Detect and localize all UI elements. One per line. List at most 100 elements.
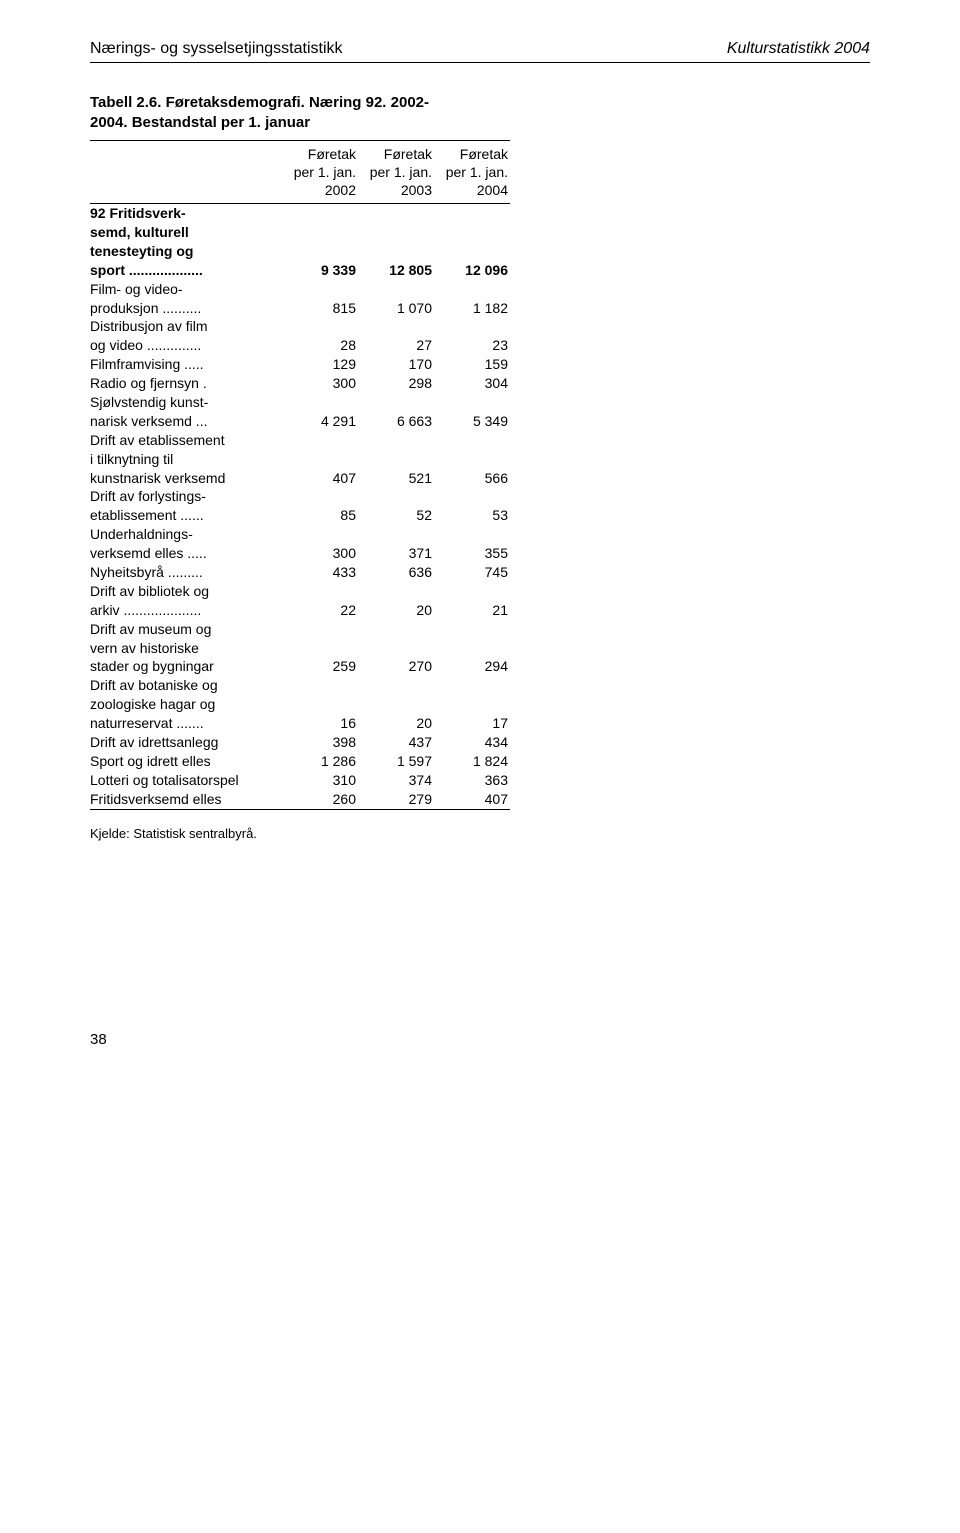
row-val-1: 815 <box>280 280 356 318</box>
row-stub: Sport og idrett elles <box>90 752 280 771</box>
row-val-2: 636 <box>356 563 432 582</box>
row-val-3: 566 <box>432 431 508 488</box>
row-val-3: 363 <box>432 771 508 790</box>
table-title-line: 2004. Bestandstal per 1. januar <box>90 114 310 131</box>
column-header: Føretak per 1. jan. 2002 Føretak per 1. … <box>90 141 510 204</box>
row-val-2: 27 <box>356 317 432 355</box>
row-val-2: 1 597 <box>356 752 432 771</box>
table-title-line: Tabell 2.6. Føretaksdemografi. Næring 92… <box>90 94 429 111</box>
row-val-1: 398 <box>280 733 356 752</box>
row-stub: Fritidsverksemd elles <box>90 790 280 809</box>
col-header-1: Føretak per 1. jan. 2002 <box>280 145 356 200</box>
row-val-2: 279 <box>356 790 432 809</box>
row-val-3: 5 349 <box>432 393 508 431</box>
row-val-3: 294 <box>432 620 508 677</box>
row-stub: Nyheitsbyrå ......... <box>90 563 280 582</box>
row-val-1: 16 <box>280 676 356 733</box>
header-left: Nærings- og sysselsetjingsstatistikk <box>90 40 343 58</box>
row-val-3: 53 <box>432 487 508 525</box>
running-header: Nærings- og sysselsetjingsstatistikk Kul… <box>90 40 870 58</box>
section-head-stub: 92 Fritidsverk- semd, kulturell tenestey… <box>90 204 280 280</box>
row-stub: Sjølvstendig kunst-narisk verksemd ... <box>90 393 280 431</box>
table-row: Nyheitsbyrå .........433636745 <box>90 563 510 582</box>
row-val-1: 1 286 <box>280 752 356 771</box>
row-stub: Radio og fjernsyn . <box>90 374 280 393</box>
table-row: Drift av forlystings-etablissement .....… <box>90 487 510 525</box>
row-val-2: 374 <box>356 771 432 790</box>
row-val-3: 1 182 <box>432 280 508 318</box>
row-stub: Drift av forlystings-etablissement .....… <box>90 487 280 525</box>
table-row: Drift av botaniske ogzoologiske hagar og… <box>90 676 510 733</box>
row-val-3: 434 <box>432 733 508 752</box>
section-val-3: 12 096 <box>432 204 508 280</box>
row-val-2: 298 <box>356 374 432 393</box>
row-val-3: 159 <box>432 355 508 374</box>
table-row: Underhaldnings-verksemd elles .....30037… <box>90 525 510 563</box>
table-row: Radio og fjernsyn .300298304 <box>90 374 510 393</box>
row-val-1: 85 <box>280 487 356 525</box>
row-val-3: 21 <box>432 582 508 620</box>
row-val-1: 433 <box>280 563 356 582</box>
page-number: 38 <box>90 1031 870 1048</box>
table-row: Drift av museum ogvern av historiskestad… <box>90 620 510 677</box>
row-stub: Drift av bibliotek ogarkiv .............… <box>90 582 280 620</box>
row-val-2: 270 <box>356 620 432 677</box>
row-val-3: 745 <box>432 563 508 582</box>
row-val-2: 6 663 <box>356 393 432 431</box>
section-val-2: 12 805 <box>356 204 432 280</box>
row-val-1: 4 291 <box>280 393 356 431</box>
row-val-2: 20 <box>356 676 432 733</box>
table: Tabell 2.6. Føretaksdemografi. Næring 92… <box>90 93 510 841</box>
header-rule <box>90 62 870 63</box>
table-row: Sjølvstendig kunst-narisk verksemd ...4 … <box>90 393 510 431</box>
row-stub: Underhaldnings-verksemd elles ..... <box>90 525 280 563</box>
row-val-2: 371 <box>356 525 432 563</box>
row-val-2: 437 <box>356 733 432 752</box>
row-val-1: 310 <box>280 771 356 790</box>
col-header-3: Føretak per 1. jan. 2004 <box>432 145 508 200</box>
row-val-1: 260 <box>280 790 356 809</box>
table-row: Fritidsverksemd elles260279407 <box>90 790 510 809</box>
row-val-1: 28 <box>280 317 356 355</box>
row-stub: Drift av idrettsanlegg <box>90 733 280 752</box>
table-rule-bottom <box>90 809 510 810</box>
row-stub: Drift av museum ogvern av historiskestad… <box>90 620 280 677</box>
stub-header <box>90 145 280 200</box>
row-val-1: 22 <box>280 582 356 620</box>
row-val-2: 521 <box>356 431 432 488</box>
row-val-1: 259 <box>280 620 356 677</box>
page: Nærings- og sysselsetjingsstatistikk Kul… <box>0 0 960 1088</box>
row-stub: Film- og video-produksjon .......... <box>90 280 280 318</box>
row-val-3: 1 824 <box>432 752 508 771</box>
row-val-1: 300 <box>280 525 356 563</box>
row-val-3: 23 <box>432 317 508 355</box>
table-row: Drift av idrettsanlegg398437434 <box>90 733 510 752</box>
header-right: Kulturstatistikk 2004 <box>727 40 870 58</box>
table-row: Drift av etablissementi tilknytning tilk… <box>90 431 510 488</box>
row-val-3: 355 <box>432 525 508 563</box>
row-val-3: 407 <box>432 790 508 809</box>
table-row: Filmframvising .....129170159 <box>90 355 510 374</box>
data-rows: Film- og video-produksjon ..........8151… <box>90 280 510 809</box>
table-title: Tabell 2.6. Føretaksdemografi. Næring 92… <box>90 93 510 134</box>
row-val-1: 300 <box>280 374 356 393</box>
table-source: Kjelde: Statistisk sentralbyrå. <box>90 826 510 841</box>
row-val-2: 1 070 <box>356 280 432 318</box>
row-val-3: 304 <box>432 374 508 393</box>
section-val-1: 9 339 <box>280 204 356 280</box>
section-head-row: 92 Fritidsverk- semd, kulturell tenestey… <box>90 204 510 280</box>
row-val-2: 20 <box>356 582 432 620</box>
row-stub: Lotteri og totalisatorspel <box>90 771 280 790</box>
row-val-1: 129 <box>280 355 356 374</box>
row-stub: Drift av etablissementi tilknytning tilk… <box>90 431 280 488</box>
row-val-2: 170 <box>356 355 432 374</box>
row-stub: Filmframvising ..... <box>90 355 280 374</box>
table-row: Lotteri og totalisatorspel310374363 <box>90 771 510 790</box>
row-val-1: 407 <box>280 431 356 488</box>
col-header-2: Føretak per 1. jan. 2003 <box>356 145 432 200</box>
row-val-2: 52 <box>356 487 432 525</box>
row-stub: Distribusjon av filmog video ...........… <box>90 317 280 355</box>
table-row: Drift av bibliotek ogarkiv .............… <box>90 582 510 620</box>
row-val-3: 17 <box>432 676 508 733</box>
table-row: Sport og idrett elles1 2861 5971 824 <box>90 752 510 771</box>
